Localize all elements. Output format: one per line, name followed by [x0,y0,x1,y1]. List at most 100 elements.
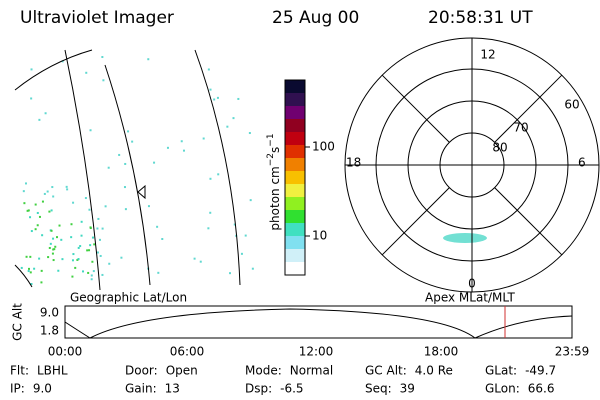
image-pixels [20,56,254,286]
y-axis-label: GC Alt [11,303,25,341]
pixel [89,244,92,247]
pixel [226,125,229,128]
pixel [60,238,63,241]
pixel [50,229,53,232]
mlat-label: 60 [564,98,579,112]
mlt-label: 18 [346,156,361,170]
pixel [202,137,205,140]
pixel [76,258,79,261]
pixel [99,254,102,257]
pixel [82,270,85,273]
mlt-label: 6 [578,156,586,170]
pixel [79,245,82,248]
colorbar-frame [284,79,306,276]
field-label: Flt: [10,364,29,378]
field-value: 66.6 [528,382,555,396]
pixel [47,256,50,259]
grid-line [104,64,151,286]
pixel [161,238,164,241]
pixel [77,258,80,261]
field-label: IP: [10,382,25,396]
spoke [494,74,563,143]
pixel [58,224,61,227]
grid-line [194,49,241,286]
pixel [96,227,99,230]
pixel [36,211,39,214]
pixel [84,197,87,200]
field-label: GLat: [485,364,517,378]
pixel [34,228,37,231]
pixel [118,153,121,156]
field-value: 39 [400,382,415,396]
mlat-label: 80 [492,141,507,155]
date: 25 Aug 00 [272,8,359,28]
pixel [244,234,247,237]
altitude-plot: 9.0 1.8 GC Alt 00:00 06:00 12:00 18:00 2… [11,303,590,359]
field-value: Open [166,364,198,378]
pixel [87,271,90,274]
pixel [180,140,183,143]
pixel [107,166,110,169]
unit: s [268,147,282,153]
pixel [91,236,94,239]
pixel [20,266,23,269]
title: Ultraviolet Imager [20,8,174,28]
aurora [443,233,487,243]
pixel [27,209,30,212]
x-tick-label: 06:00 [170,345,205,359]
pixel [30,68,33,71]
colorbar-cell [285,197,305,211]
pixel [72,253,75,256]
pixel [127,130,130,133]
colorbar-cell [285,223,305,237]
pixel [27,270,30,273]
colorbar-cell [285,93,305,107]
pixel [157,271,160,274]
field-value: 9.0 [33,382,52,396]
marker [137,184,146,200]
pixel [71,275,74,278]
pixel [213,98,216,101]
pixel [147,58,150,61]
pixel [80,234,83,237]
panel-label: Apex MLat/MLT [425,291,515,305]
field-value: LBHL [37,364,68,378]
panel-label: Geographic Lat/Lon [70,291,187,305]
pixel [49,242,52,245]
colorbar-cell [285,158,305,172]
pixel [25,255,28,258]
mlt-label: 0 [468,277,476,291]
pixel [93,243,96,246]
pixel [51,186,54,189]
label-bg [480,48,496,62]
field-value: 4.0 Re [415,364,453,378]
polar-plot: 12 18 6 0 60 70 80 [344,37,600,293]
grid-line [64,49,101,291]
spoke [381,187,450,256]
pixel [52,259,55,262]
pixel [101,227,104,230]
pixel [209,211,212,214]
pixel [166,146,169,149]
pixel [131,140,134,143]
pixel [38,257,41,260]
pixel [101,273,104,276]
pixel [28,267,31,270]
field-label: GC Alt: [365,364,407,378]
pixel [33,267,36,270]
pixel [233,223,236,226]
field-value: Normal [290,364,333,378]
pixel [38,215,41,218]
pixel [92,270,95,273]
pixel [193,257,196,260]
grid-line [14,49,93,91]
pixel [209,177,212,180]
pixel [30,230,33,233]
pixel [30,283,33,286]
pixel [48,246,51,249]
pixel [41,234,44,237]
field-label: Mode: [245,364,282,378]
pixel [217,173,220,176]
colorbar-cell [285,262,305,276]
unit: photon cm [268,166,282,230]
